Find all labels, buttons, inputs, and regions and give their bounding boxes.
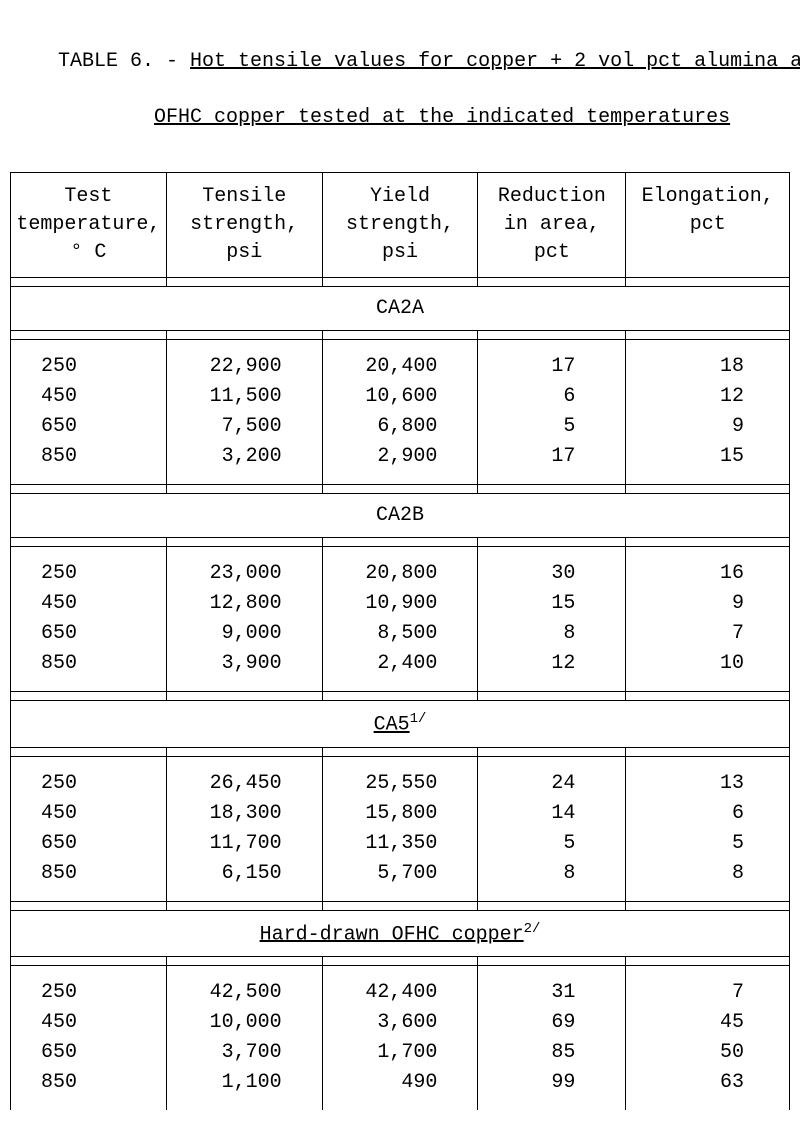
table-cell: 26,45018,30011,7006,150 — [166, 756, 322, 901]
col-header-2: Yieldstrength,psi — [322, 173, 478, 278]
section-label: Hard-drawn OFHC copper2/ — [11, 910, 790, 957]
section-label: CA51/ — [11, 701, 790, 748]
section-header: CA2A — [11, 287, 790, 331]
table-cell: 250450650850 — [11, 756, 167, 901]
table-cell: 13658 — [626, 756, 790, 901]
section-label: CA2A — [11, 287, 790, 331]
col-header-4: Elongation,pct — [626, 173, 790, 278]
table-cell: 22,90011,5007,5003,200 — [166, 340, 322, 485]
col-header-0: Testtemperature,° C — [11, 173, 167, 278]
table-row: 25045065085022,90011,5007,5003,20020,400… — [11, 340, 790, 485]
section-label: CA2B — [11, 494, 790, 538]
tensile-table: Testtemperature,° CTensilestrength,psiYi… — [10, 172, 790, 1110]
table-cell: 241458 — [478, 756, 626, 901]
title-line-1: Hot tensile values for copper + 2 vol pc… — [190, 50, 800, 73]
col-header-1: Tensilestrength,psi — [166, 173, 322, 278]
table-cell: 20,40010,6006,8002,900 — [322, 340, 478, 485]
table-caption: TABLE 6. - Hot tensile values for copper… — [10, 20, 790, 132]
table-cell: 25,55015,80011,3505,700 — [322, 756, 478, 901]
table-cell: 169710 — [626, 547, 790, 692]
section-header: CA51/ — [11, 701, 790, 748]
col-header-3: Reductionin area,pct — [478, 173, 626, 278]
title-line-2: OFHC copper tested at the indicated temp… — [154, 106, 730, 129]
table-row: 25045065085026,45018,30011,7006,15025,55… — [11, 756, 790, 901]
table-cell: 250450650850 — [11, 966, 167, 1111]
table-cell: 31698599 — [478, 966, 626, 1111]
table-cell: 42,4003,6001,700490 — [322, 966, 478, 1111]
table-row: 25045065085023,00012,8009,0003,90020,800… — [11, 547, 790, 692]
section-header: CA2B — [11, 494, 790, 538]
table-cell: 1812915 — [626, 340, 790, 485]
table-row: 25045065085042,50010,0003,7001,10042,400… — [11, 966, 790, 1111]
table-cell: 20,80010,9008,5002,400 — [322, 547, 478, 692]
table-header-row: Testtemperature,° CTensilestrength,psiYi… — [11, 173, 790, 278]
table-cell: 250450650850 — [11, 547, 167, 692]
section-header: Hard-drawn OFHC copper2/ — [11, 910, 790, 957]
table-cell: 7455063 — [626, 966, 790, 1111]
table-cell: 176517 — [478, 340, 626, 485]
table-number: TABLE 6. - — [58, 50, 190, 73]
table-cell: 42,50010,0003,7001,100 — [166, 966, 322, 1111]
table-cell: 3015812 — [478, 547, 626, 692]
table-cell: 250450650850 — [11, 340, 167, 485]
table-cell: 23,00012,8009,0003,900 — [166, 547, 322, 692]
